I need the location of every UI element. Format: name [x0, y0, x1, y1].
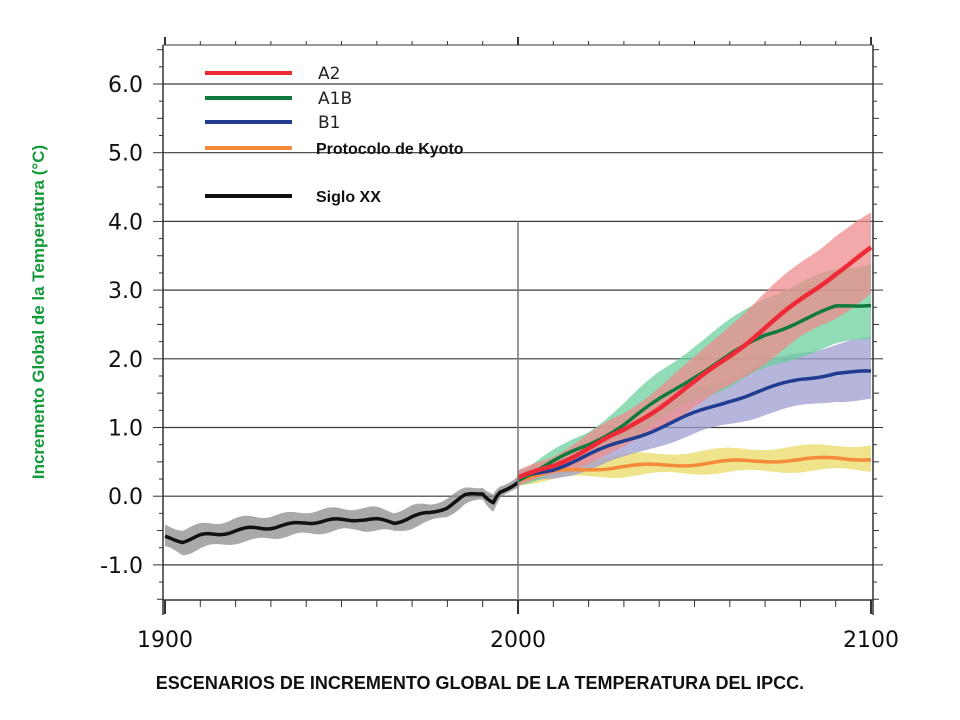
legend-label: Siglo XX	[316, 189, 381, 206]
y-tick-label: 6.0	[108, 73, 143, 98]
line-b1	[517, 369, 872, 480]
legend: A2 A1B B1 Protocolo de Kyoto Siglo XX	[205, 64, 464, 206]
line-a1b	[517, 303, 872, 483]
legend-label: Protocolo de Kyoto	[316, 141, 464, 158]
line-siglo-xx	[164, 481, 520, 545]
chart-caption: ESCENARIOS DE INCREMENTO GLOBAL DE LA TE…	[155, 673, 805, 693]
y-axis-label: Incremento Global de la Temperatura (°C)	[29, 145, 48, 479]
x-tick-label: 2100	[843, 628, 899, 653]
x-tick-label: 1900	[137, 628, 193, 653]
legend-label: A2	[318, 64, 340, 84]
x-tick-label: 2000	[490, 628, 546, 653]
band-a2	[518, 212, 871, 487]
series-lines	[164, 245, 873, 545]
legend-label: A1B	[318, 89, 352, 109]
y-tick-label: 4.0	[108, 210, 143, 235]
axes: -1.0 0.0 1.0 2.0 3.0 4.0 5.0 6.0 1900 2000 2100	[100, 37, 899, 653]
y-tick-label: -1.0	[100, 554, 143, 579]
y-tick-label: 1.0	[108, 417, 143, 442]
y-tick-label: 3.0	[108, 279, 143, 304]
legend-label: B1	[318, 113, 340, 133]
line-protocolo-de-kyoto	[517, 455, 872, 483]
y-tick-label: 2.0	[108, 348, 143, 373]
y-tick-label: 0.0	[108, 485, 143, 510]
band-siglo-xx	[165, 476, 518, 556]
line-a2	[517, 245, 873, 480]
y-tick-label: 5.0	[108, 142, 143, 167]
